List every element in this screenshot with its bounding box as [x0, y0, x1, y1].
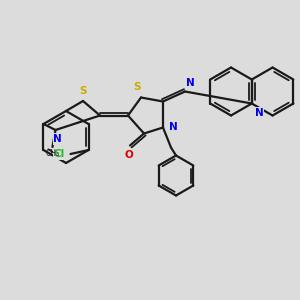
Text: N: N — [186, 77, 195, 88]
Text: O: O — [124, 151, 134, 160]
Text: N: N — [53, 134, 62, 144]
Text: CH₃: CH₃ — [45, 149, 59, 158]
Text: N: N — [255, 107, 263, 118]
Text: S: S — [79, 86, 87, 96]
Text: N: N — [169, 122, 178, 133]
Text: Cl: Cl — [53, 149, 64, 159]
Text: S: S — [133, 82, 141, 92]
